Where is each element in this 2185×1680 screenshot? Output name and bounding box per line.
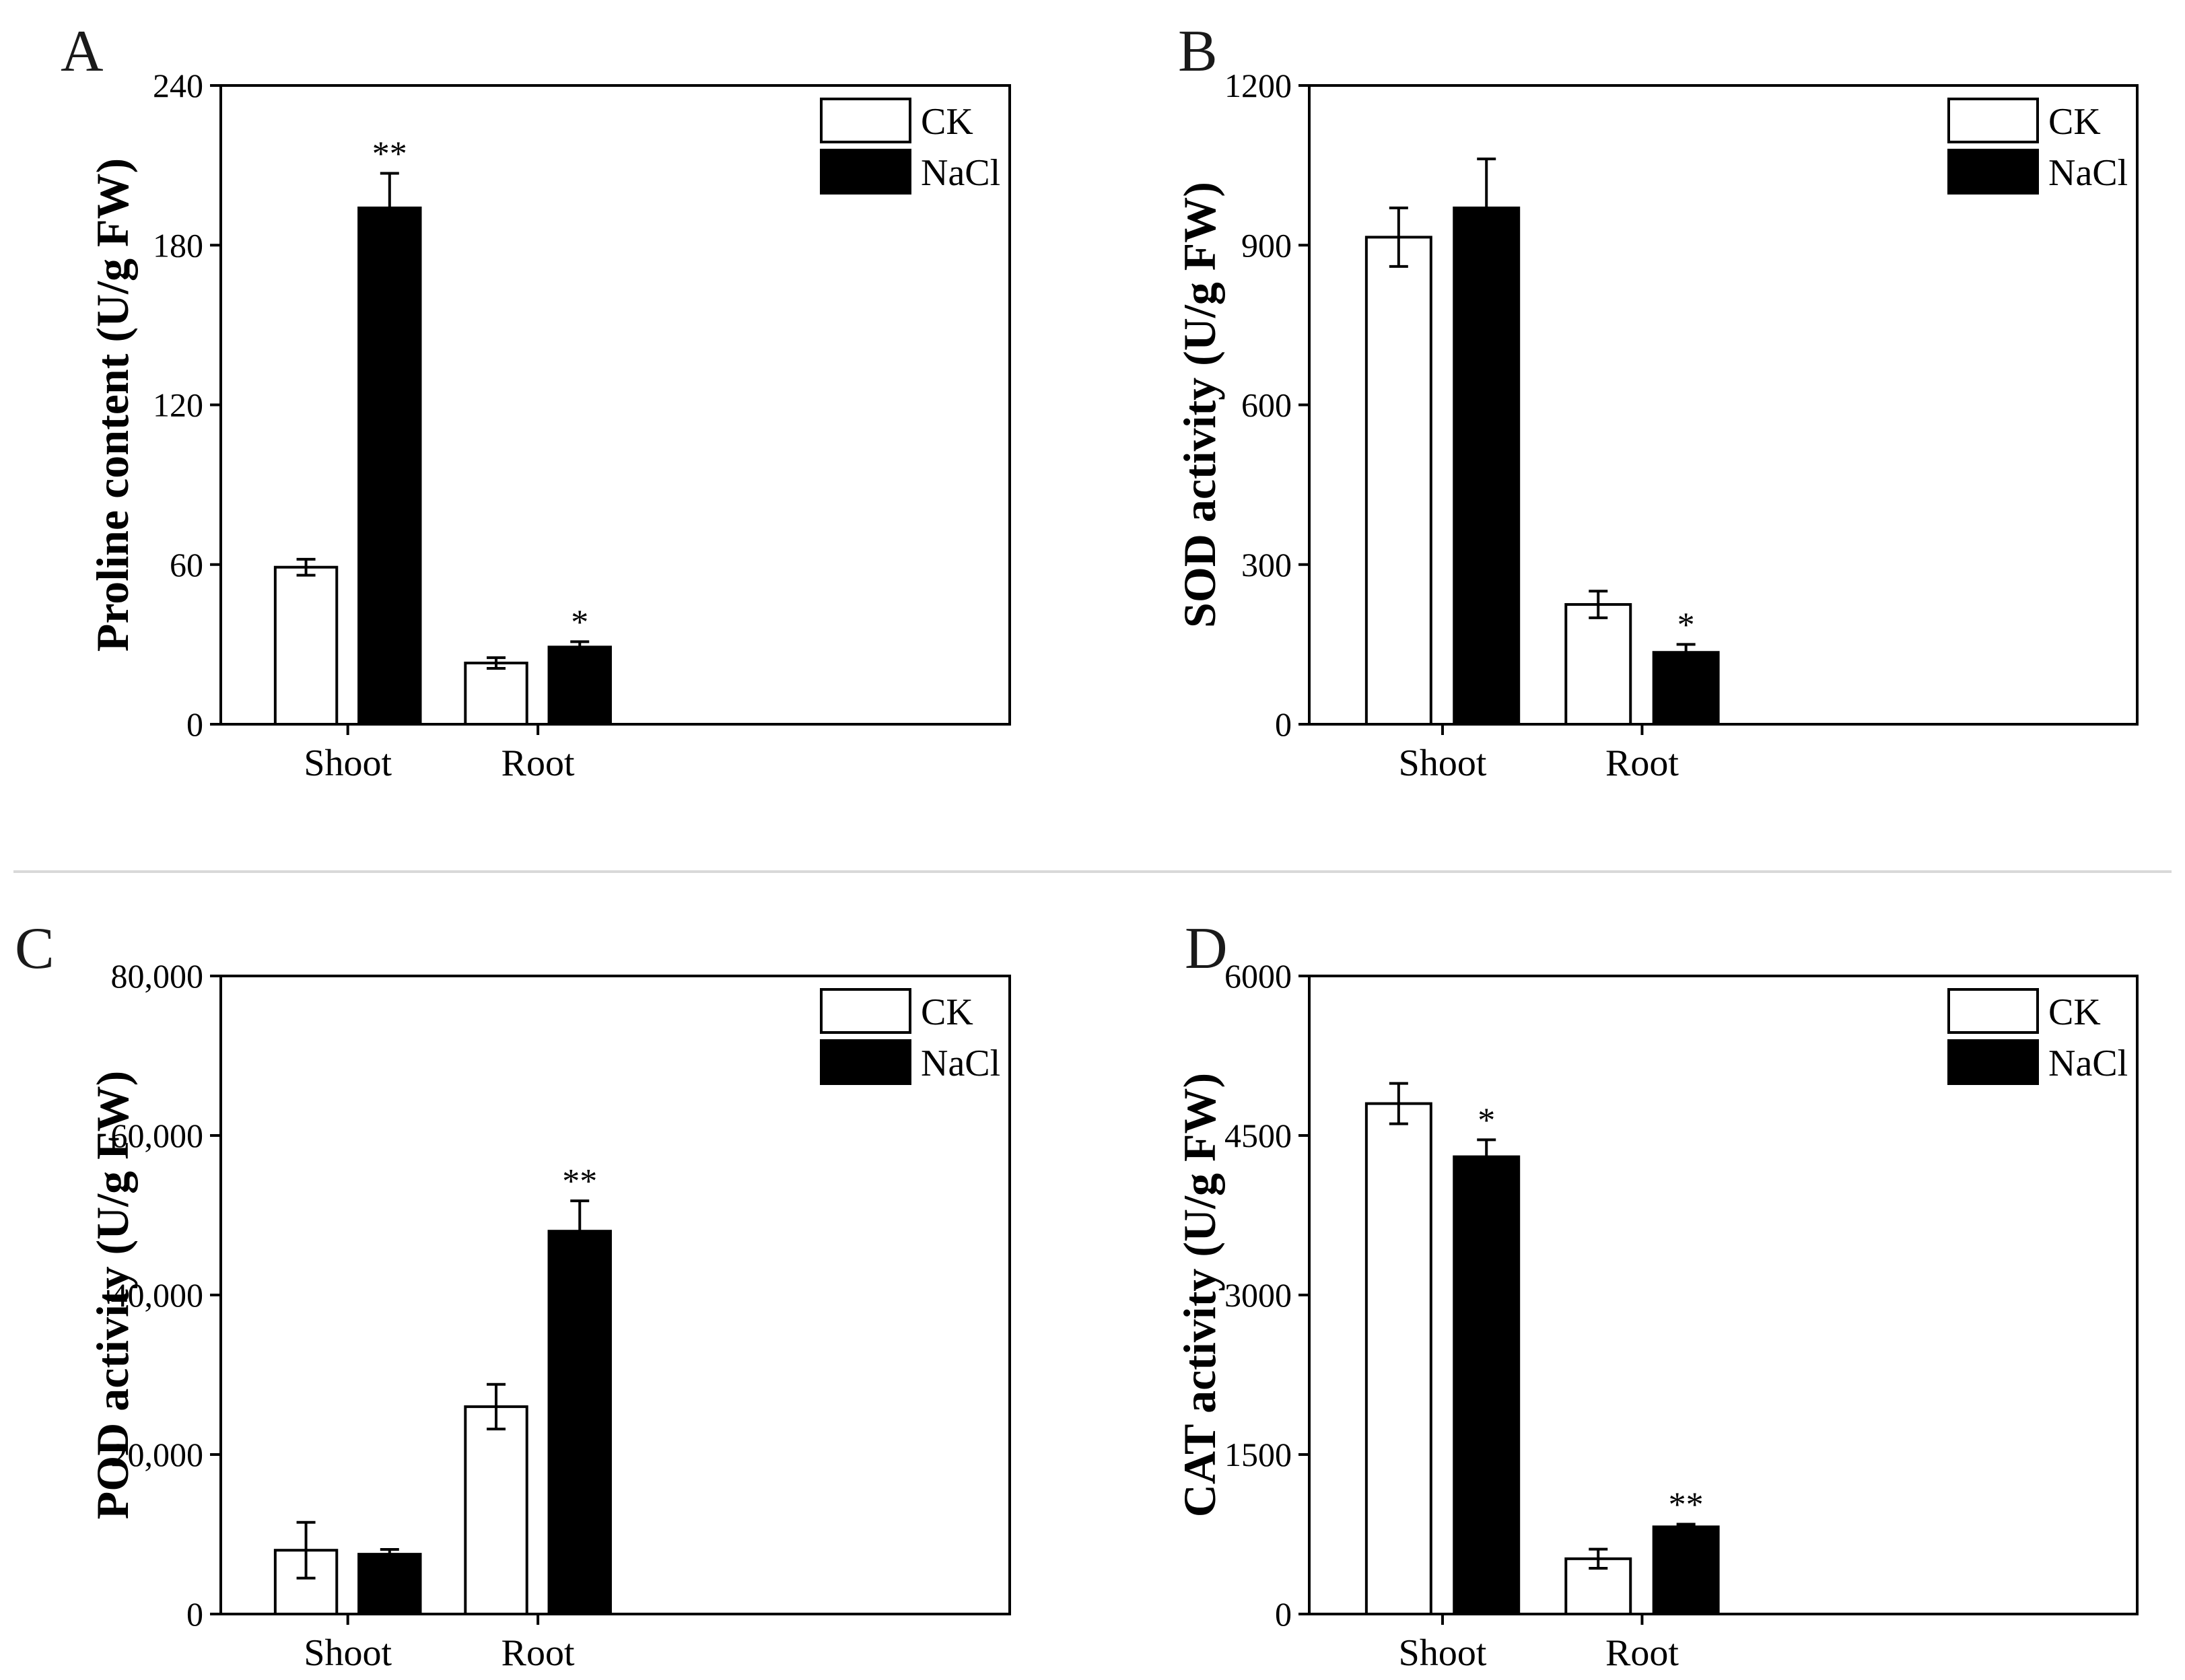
legend-swatch-nacl bbox=[820, 1039, 911, 1085]
panel-letter: D bbox=[1185, 916, 1228, 981]
y-tick-label: 0 bbox=[1275, 1595, 1292, 1633]
significance-mark: * bbox=[1478, 1101, 1495, 1140]
legend-swatch-nacl bbox=[820, 149, 911, 195]
bar-nacl-shoot bbox=[357, 206, 422, 726]
x-category-label: Root bbox=[1605, 1632, 1679, 1674]
legend: CK NaCl bbox=[820, 988, 1000, 1085]
legend-label-nacl: NaCl bbox=[2048, 152, 2128, 194]
y-tick-label: 4500 bbox=[1224, 1117, 1292, 1154]
y-tick-label: 60,000 bbox=[111, 1117, 204, 1154]
error-bar bbox=[296, 1520, 316, 1580]
legend-swatch-ck bbox=[1947, 98, 2039, 143]
y-tick-label: 40,000 bbox=[111, 1276, 204, 1314]
bar-nacl-root bbox=[547, 1230, 612, 1615]
significance-mark: * bbox=[571, 603, 588, 641]
error-bar bbox=[1676, 1523, 1696, 1531]
legend-label-ck: CK bbox=[921, 991, 973, 1033]
y-tick-label: 1500 bbox=[1224, 1436, 1292, 1473]
y-tick-label: 120 bbox=[153, 386, 203, 424]
bar-nacl-shoot bbox=[1453, 206, 1521, 726]
y-tick-label: 240 bbox=[153, 67, 203, 104]
legend-swatch-ck bbox=[820, 988, 911, 1034]
y-axis-title: CAT activity (U/g FW) bbox=[1174, 1073, 1225, 1517]
y-tick-label: 600 bbox=[1241, 386, 1292, 424]
error-bar bbox=[296, 557, 316, 577]
x-category-label: Shoot bbox=[1399, 1632, 1487, 1674]
bar-nacl-root bbox=[547, 645, 612, 726]
y-tick-label: 0 bbox=[1275, 705, 1292, 743]
bar-ck-root bbox=[464, 662, 528, 726]
y-tick-label: 3000 bbox=[1224, 1276, 1292, 1314]
y-tick-label: 1200 bbox=[1224, 67, 1292, 104]
chart-panel-d: D 0 1500 3000 4500 6000 CAT activity (U/g FW) S… bbox=[1174, 916, 2139, 1674]
y-tick-label: 0 bbox=[186, 705, 203, 743]
x-category-label: Shoot bbox=[1399, 742, 1487, 784]
bar-nacl-root bbox=[1652, 1525, 1720, 1615]
panel-letter: C bbox=[15, 916, 55, 981]
bar-nacl-shoot bbox=[357, 1553, 422, 1615]
bar-ck-root bbox=[1564, 603, 1632, 726]
x-category-label: Root bbox=[501, 742, 575, 784]
legend-label-nacl: NaCl bbox=[2048, 1043, 2128, 1084]
legend-label-ck: CK bbox=[2048, 991, 2101, 1033]
error-bar bbox=[1389, 1082, 1408, 1125]
y-tick-label: 0 bbox=[186, 1595, 203, 1633]
panel-letter: A bbox=[61, 19, 104, 84]
legend: CK NaCl bbox=[1947, 988, 2128, 1085]
y-axis-title: SOD activity (U/g FW) bbox=[1174, 182, 1225, 628]
y-tick-label: 900 bbox=[1241, 226, 1292, 264]
y-tick-label: 180 bbox=[153, 226, 203, 264]
legend-swatch-nacl bbox=[1947, 1039, 2039, 1085]
error-bar bbox=[570, 1199, 590, 1263]
significance-mark: ** bbox=[372, 135, 407, 173]
bar-nacl-root bbox=[1652, 651, 1720, 726]
error-bar bbox=[1676, 643, 1696, 662]
x-category-label: Shoot bbox=[304, 1632, 392, 1674]
bar-ck-shoot bbox=[273, 565, 339, 726]
y-tick-label: 6000 bbox=[1224, 957, 1292, 995]
y-tick-label: 80,000 bbox=[111, 957, 204, 995]
legend: CK NaCl bbox=[820, 98, 1000, 195]
error-bar bbox=[1589, 1547, 1608, 1570]
error-bar bbox=[570, 640, 590, 654]
significance-mark: ** bbox=[562, 1162, 597, 1201]
panel-letter: B bbox=[1178, 19, 1218, 84]
error-bar bbox=[1477, 1138, 1496, 1175]
legend: CK NaCl bbox=[1947, 98, 2128, 195]
bar-ck-root bbox=[464, 1405, 528, 1615]
legend-swatch-nacl bbox=[1947, 149, 2039, 195]
significance-mark: * bbox=[1677, 606, 1695, 644]
x-category-label: Shoot bbox=[304, 742, 392, 784]
legend-label-ck: CK bbox=[2048, 101, 2101, 143]
chart-panel-c: C 0 20,000 40,000 60,000 80,000 POD activity (… bbox=[15, 916, 1011, 1674]
bar-nacl-shoot bbox=[1453, 1155, 1521, 1615]
y-tick-label: 60 bbox=[170, 546, 203, 584]
significance-mark: ** bbox=[1669, 1485, 1704, 1524]
error-bar bbox=[1477, 158, 1496, 258]
error-bar bbox=[1589, 590, 1608, 619]
bar-ck-shoot bbox=[1364, 1102, 1432, 1615]
legend-label-nacl: NaCl bbox=[921, 1043, 1000, 1084]
chart-panel-a: A 0 60 120 180 240 Proline content (U/g FW) Sho… bbox=[61, 19, 1011, 784]
x-category-label: Root bbox=[1605, 742, 1679, 784]
legend-swatch-ck bbox=[1947, 988, 2039, 1034]
x-category-label: Root bbox=[501, 1632, 575, 1674]
bar-ck-shoot bbox=[1364, 236, 1432, 726]
error-bar bbox=[380, 172, 399, 244]
error-bar bbox=[487, 1382, 506, 1431]
legend-label-ck: CK bbox=[921, 101, 973, 143]
legend-swatch-ck bbox=[820, 98, 911, 143]
chart-panel-b: B 0 300 600 900 1200 SOD activity (U/g FW) Shoo… bbox=[1174, 19, 2139, 784]
y-axis-title: Proline content (U/g FW) bbox=[87, 158, 138, 652]
y-tick-label: 300 bbox=[1241, 546, 1292, 584]
legend-label-nacl: NaCl bbox=[921, 152, 1000, 194]
error-bar bbox=[380, 1548, 399, 1561]
y-axis-title: POD activity (U/g FW) bbox=[87, 1071, 138, 1520]
error-bar bbox=[487, 656, 506, 670]
y-tick-label: 20,000 bbox=[111, 1436, 204, 1473]
error-bar bbox=[1389, 206, 1408, 268]
